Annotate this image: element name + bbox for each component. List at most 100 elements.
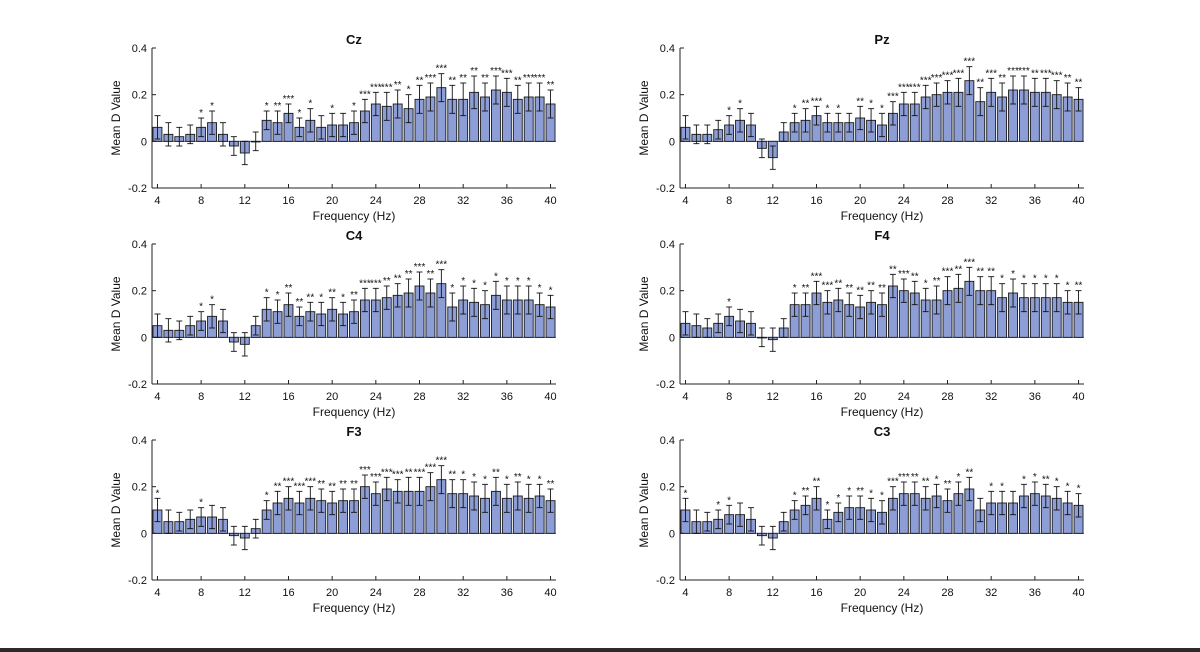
significance-star: ***	[985, 68, 997, 79]
error-bar	[460, 285, 467, 315]
significance-star: *	[483, 281, 487, 292]
y-tick-label: -0.2	[128, 379, 147, 391]
significance-star: ***	[381, 82, 393, 93]
x-tick-label: 8	[726, 195, 732, 207]
significance-star: *	[1022, 474, 1026, 485]
significance-star: *	[716, 500, 720, 511]
significance-star: **	[933, 276, 941, 287]
y-tick-label: 0.2	[132, 286, 147, 298]
significance-star: **	[802, 99, 810, 110]
error-bar	[791, 500, 798, 520]
error-bar	[879, 112, 885, 138]
error-bar	[165, 509, 172, 534]
x-tick-label: 20	[854, 587, 866, 599]
significance-star: *	[483, 474, 487, 485]
significance-star: *	[847, 486, 851, 497]
error-bar	[1064, 82, 1071, 112]
error-bar	[780, 318, 787, 338]
error-bar	[835, 502, 842, 523]
error-bar	[693, 313, 700, 338]
significance-star: **	[922, 477, 930, 488]
significance-star: **	[987, 267, 995, 278]
x-tick-label: 20	[326, 587, 338, 599]
significance-star: ***	[1051, 71, 1063, 82]
error-bar	[536, 483, 543, 509]
x-tick-label: 36	[501, 391, 513, 403]
significance-star: *	[935, 474, 939, 485]
x-tick-label: 16	[810, 391, 822, 403]
error-bar	[372, 91, 379, 117]
x-tick-label: 12	[767, 391, 779, 403]
x-tick-label: 28	[941, 391, 953, 403]
significance-star: *	[727, 106, 731, 117]
error-bar	[726, 115, 733, 135]
significance-star: ***	[283, 94, 295, 105]
x-tick-label: 4	[682, 195, 688, 207]
error-bar	[329, 490, 336, 516]
x-tick-label: 36	[501, 195, 513, 207]
x-tick-label: 40	[544, 195, 556, 207]
error-bar	[889, 273, 896, 299]
error-bar	[230, 332, 237, 352]
error-bar	[747, 112, 754, 138]
error-bar	[471, 75, 478, 110]
error-bar	[198, 311, 205, 331]
error-bar	[922, 287, 929, 313]
y-tick-label: 0	[669, 528, 675, 540]
significance-star: *	[505, 474, 509, 485]
significance-star: **	[944, 479, 952, 490]
x-tick-label: 40	[1072, 391, 1084, 403]
significance-star: ***	[964, 257, 976, 268]
significance-star: **	[328, 481, 336, 492]
significance-star: **	[878, 283, 886, 294]
chart-title: F4	[874, 228, 890, 243]
significance-star: *	[472, 278, 476, 289]
error-bar	[737, 308, 744, 334]
error-bar	[715, 313, 722, 334]
error-bar	[1020, 283, 1027, 313]
significance-star: ***	[370, 278, 382, 289]
y-tick-label: 0.2	[660, 482, 675, 494]
significance-star: **	[867, 281, 875, 292]
error-bar	[252, 518, 259, 539]
significance-star: **	[976, 267, 984, 278]
significance-star: ***	[931, 73, 943, 84]
error-bar	[835, 287, 842, 313]
x-tick-label: 24	[898, 587, 910, 599]
y-tick-label: -0.2	[128, 575, 147, 587]
significance-star: *	[330, 103, 334, 114]
error-bar	[503, 483, 510, 513]
significance-star: *	[836, 493, 840, 504]
error-bar	[482, 82, 489, 112]
significance-star: *	[210, 295, 214, 306]
chart-title: C3	[874, 424, 891, 439]
error-bar	[813, 280, 820, 306]
significance-star: *	[1011, 269, 1015, 280]
chart-title: C4	[346, 228, 363, 243]
significance-star: *	[1000, 274, 1004, 285]
significance-star: *	[199, 108, 203, 119]
error-bar	[726, 504, 733, 525]
significance-star: **	[394, 274, 402, 285]
x-tick-label: 32	[985, 391, 997, 403]
x-tick-label: 16	[282, 391, 294, 403]
error-bar	[966, 66, 973, 96]
significance-star: *	[825, 103, 829, 114]
significance-star: *	[924, 278, 928, 289]
y-axis-label: Mean D Value	[637, 472, 651, 547]
bottom-rule	[0, 648, 1200, 652]
significance-star: *	[538, 474, 542, 485]
error-bar	[263, 297, 270, 322]
error-bar	[1020, 75, 1027, 105]
x-tick-label: 32	[457, 391, 469, 403]
chart-panel: ****************************************…	[637, 228, 1085, 419]
x-axis-label: Frequency (Hz)	[841, 405, 924, 419]
significance-star: **	[889, 264, 897, 275]
error-bar	[933, 483, 940, 509]
significance-star: **	[514, 75, 522, 86]
x-tick-label: 24	[898, 195, 910, 207]
chart-title: Cz	[346, 32, 362, 47]
error-bar	[285, 103, 292, 124]
significance-star: **	[350, 479, 358, 490]
